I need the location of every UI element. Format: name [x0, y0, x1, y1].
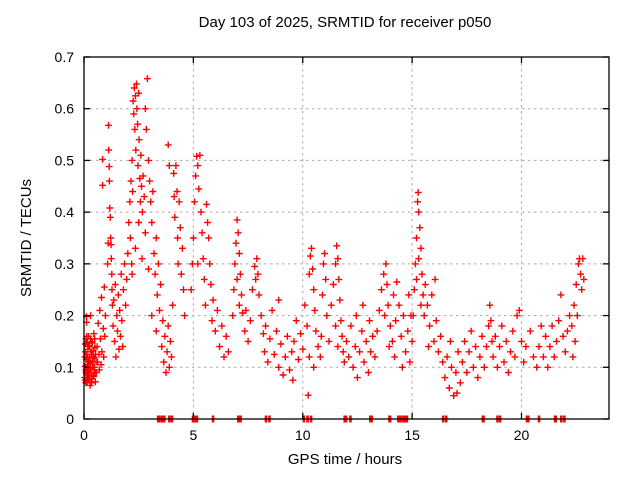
chart-title: Day 103 of 2025, SRMTID for receiver p05…	[199, 14, 492, 31]
axis-ticks	[83, 56, 609, 420]
y-tick-label: 0.7	[55, 49, 75, 65]
y-axis-label: SRMTID / TECUs	[18, 179, 35, 297]
x-tick-label: 20	[514, 427, 530, 443]
y-tick-label: 0.3	[55, 256, 75, 272]
plot-border	[83, 56, 610, 420]
x-axis-label: GPS time / hours	[288, 451, 402, 468]
x-tick-label: 15	[404, 427, 420, 443]
y-tick-label: 0	[66, 411, 74, 427]
y-tick-label: 0.4	[55, 204, 75, 220]
x-tick-label: 10	[295, 427, 311, 443]
y-tick-label: 0.6	[55, 101, 75, 117]
scatter-series-path	[81, 75, 588, 400]
x-tick-label: 5	[189, 427, 197, 443]
tick-labels: 0 5 10 15 20 0 0.1 0.2 0.3 0.4 0.5 0.6 0.7	[55, 49, 530, 443]
grid-lines	[84, 57, 609, 419]
y-tick-label: 0.2	[55, 308, 75, 324]
y-tick-label: 0.1	[55, 359, 75, 375]
y-tick-label: 0.5	[55, 152, 75, 168]
x-tick-label: 0	[80, 427, 88, 443]
